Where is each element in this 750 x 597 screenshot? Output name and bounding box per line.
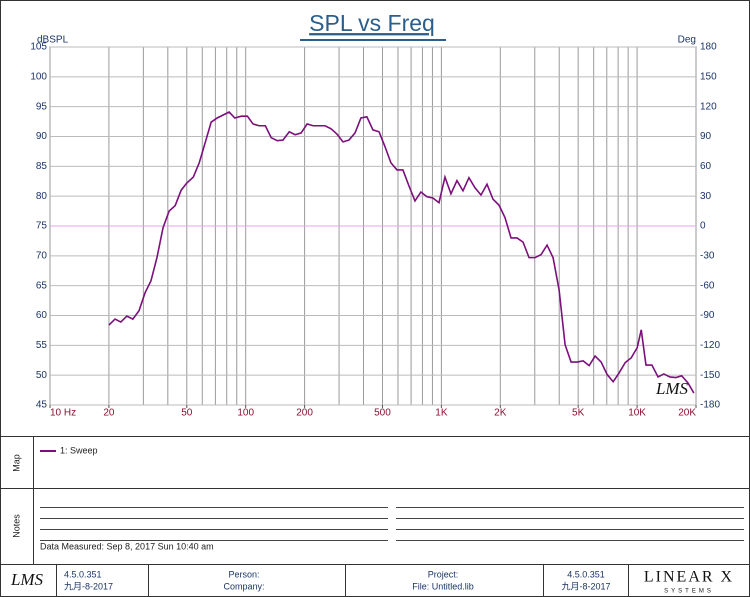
y2-tick-label: -90 xyxy=(700,310,715,321)
date-left: 九月-8-2017 xyxy=(64,581,113,591)
y2-tick-label: 30 xyxy=(700,191,712,202)
y-tick-label: 90 xyxy=(36,131,48,142)
version-right: 4.5.0.351 xyxy=(567,569,605,579)
y-tick-label: 85 xyxy=(36,161,48,172)
y-tick-label: 55 xyxy=(36,340,48,351)
y2-tick-label: -60 xyxy=(700,280,715,291)
plot-layer: 45 50 55 60 65 70 75 80 85 90 95 100 105 -180 -150 -120… xyxy=(30,42,720,419)
x-tick-label: 50 xyxy=(181,408,193,419)
x-tick-label: 2K xyxy=(494,408,507,419)
x-tick-label: 20K xyxy=(678,408,696,419)
project: Project: xyxy=(428,569,459,579)
legend-label: 1: Sweep xyxy=(60,445,98,455)
y-tick-label: 75 xyxy=(36,221,48,232)
brand-sub: SYSTEMS xyxy=(664,589,714,595)
notes-label: Notes xyxy=(11,514,21,538)
person: Person: xyxy=(228,569,259,579)
y2-tick-label: 150 xyxy=(700,71,717,82)
x-tick-label: 200 xyxy=(296,408,313,419)
y-tick-label: 45 xyxy=(36,400,48,411)
y2-tick-label: 0 xyxy=(700,221,706,232)
x-tick-label: 5K xyxy=(572,408,585,419)
y-tick-label: 65 xyxy=(36,280,48,291)
y-tick-label: 105 xyxy=(30,42,47,53)
x-tick-label: 20 xyxy=(103,408,115,419)
note-lines xyxy=(40,507,744,541)
y2-tick-label: 90 xyxy=(700,131,712,142)
y2-tick-label: 60 xyxy=(700,161,712,172)
x-tick-label: 500 xyxy=(374,408,391,419)
company: Company: xyxy=(223,581,264,591)
chart-title: SPL vs Freq xyxy=(309,10,435,36)
x-tick-label: 10K xyxy=(628,408,646,419)
y2-tick-label: -120 xyxy=(700,340,720,351)
y-tick-label: 80 xyxy=(36,191,48,202)
y-tick-label: 50 xyxy=(36,370,48,381)
y-tick-label: 60 xyxy=(36,310,48,321)
y2-tick-label: 180 xyxy=(700,42,717,53)
y2-axis-label: Deg xyxy=(678,35,696,46)
y-axis-label: dBSPL xyxy=(37,35,69,46)
footer-dividers xyxy=(56,565,629,597)
map-label: Map xyxy=(11,454,21,472)
x-tick-label: 10 Hz xyxy=(50,408,76,419)
y2-tick-label: 120 xyxy=(700,101,717,112)
brand: LINEAR X xyxy=(644,569,734,586)
date-right: 九月-8-2017 xyxy=(561,581,610,591)
y2-tick-label: -150 xyxy=(700,370,720,381)
y-tick-label: 70 xyxy=(36,250,48,261)
footer-logo: LMS xyxy=(10,570,44,589)
y2-tick-label: -180 xyxy=(700,400,720,411)
y2-tick-label: -30 xyxy=(700,250,715,261)
file: File: Untitled.lib xyxy=(412,581,474,591)
watermark: LMS xyxy=(655,379,689,398)
version-left: 4.5.0.351 xyxy=(64,569,102,579)
y-tick-label: 100 xyxy=(30,71,47,82)
series-line xyxy=(108,111,695,394)
x-tick-label: 1K xyxy=(435,408,448,419)
data-measured: Data Measured: Sep 8, 2017 Sun 10:40 am xyxy=(40,541,214,551)
y-tick-label: 95 xyxy=(36,101,48,112)
x-tick-label: 100 xyxy=(237,408,254,419)
